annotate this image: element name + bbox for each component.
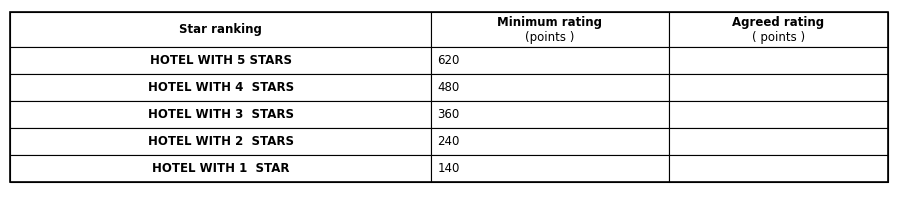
Bar	[431, 128, 668, 155]
Bar	[668, 47, 888, 74]
Bar	[668, 155, 888, 182]
Text: 480: 480	[437, 81, 460, 94]
Text: 620: 620	[437, 54, 460, 67]
Bar	[431, 12, 668, 47]
Bar	[668, 128, 888, 155]
Bar	[10, 12, 431, 47]
Text: 140: 140	[437, 162, 460, 175]
Bar	[431, 74, 668, 101]
Text: 240: 240	[437, 135, 460, 148]
Bar	[668, 74, 888, 101]
Bar	[10, 101, 431, 128]
Bar	[431, 101, 668, 128]
Text: HOTEL WITH 4  STARS: HOTEL WITH 4 STARS	[147, 81, 294, 94]
Text: Minimum rating: Minimum rating	[497, 16, 603, 29]
Bar	[668, 12, 888, 47]
Bar	[431, 47, 668, 74]
Text: ( points ): ( points )	[752, 31, 805, 44]
Bar	[10, 12, 888, 182]
Bar	[668, 101, 888, 128]
Text: HOTEL WITH 5 STARS: HOTEL WITH 5 STARS	[150, 54, 292, 67]
Bar	[10, 128, 431, 155]
Text: HOTEL WITH 3  STARS: HOTEL WITH 3 STARS	[147, 108, 294, 121]
Text: 360: 360	[437, 108, 460, 121]
Bar	[10, 74, 431, 101]
Text: (points ): (points )	[525, 31, 575, 44]
Text: HOTEL WITH 1  STAR: HOTEL WITH 1 STAR	[152, 162, 289, 175]
Text: Star ranking: Star ranking	[180, 23, 262, 36]
Bar	[10, 47, 431, 74]
Bar	[431, 155, 668, 182]
Text: Agreed rating: Agreed rating	[732, 16, 824, 29]
Bar	[10, 155, 431, 182]
Text: HOTEL WITH 2  STARS: HOTEL WITH 2 STARS	[147, 135, 294, 148]
